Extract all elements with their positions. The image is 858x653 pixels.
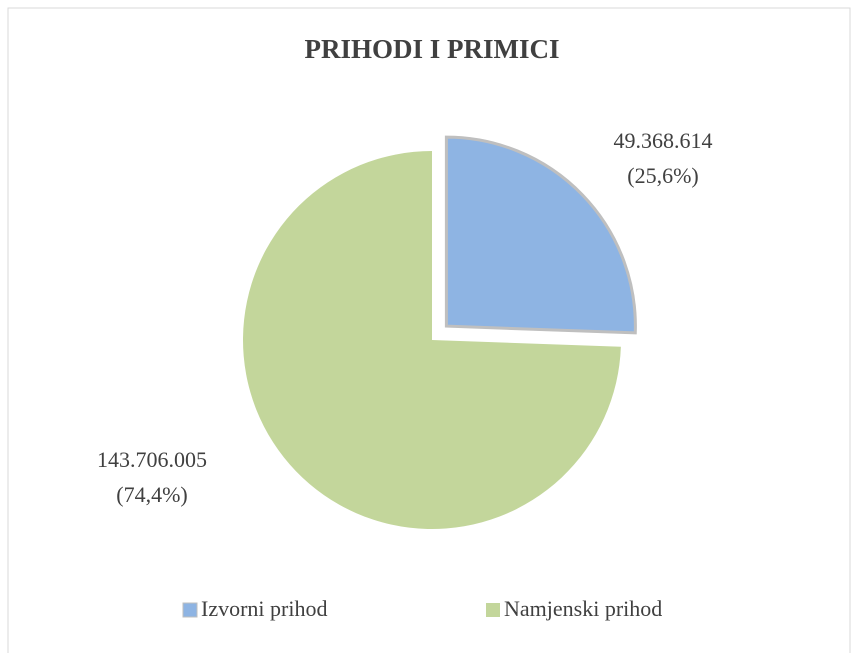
legend-label: Izvorni prihod	[201, 596, 327, 621]
legend-swatch	[182, 602, 198, 618]
pie-slice	[444, 135, 637, 335]
chart-title: PRIHODI I PRIMICI	[304, 34, 559, 64]
value-label: 49.368.614	[614, 128, 713, 153]
legend-label: Namjenski prihod	[504, 596, 662, 621]
pie-slice	[242, 151, 621, 529]
value-label: 143.706.005	[97, 447, 207, 472]
legend-swatch	[486, 603, 500, 617]
percent-label: (25,6%)	[627, 163, 698, 188]
percent-label: (74,4%)	[116, 482, 187, 507]
